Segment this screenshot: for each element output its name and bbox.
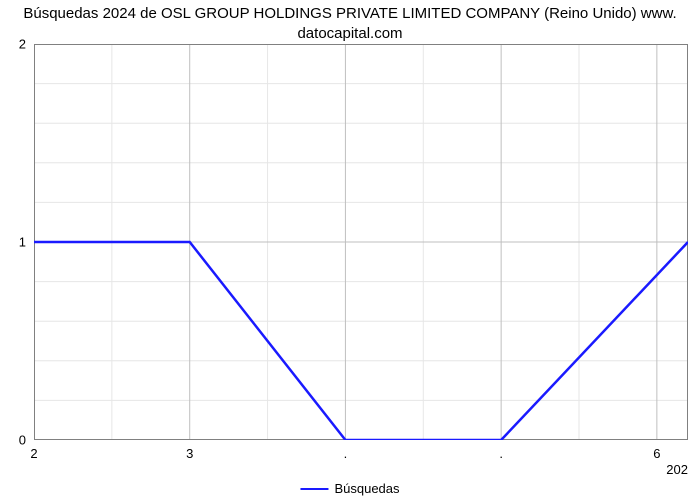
- x-axis-tick-label: .: [499, 446, 503, 461]
- chart-title: Búsquedas 2024 de OSL GROUP HOLDINGS PRI…: [0, 0, 700, 43]
- title-line-2: datocapital.com: [297, 25, 402, 42]
- y-axis-tick-label: 1: [19, 235, 26, 250]
- legend-label: Búsquedas: [334, 481, 399, 496]
- x-axis-secondary-label: 202: [666, 462, 688, 477]
- x-axis-tick-label: 2: [30, 446, 37, 461]
- y-axis-tick-label: 0: [19, 433, 26, 448]
- title-line-1: Búsquedas 2024 de OSL GROUP HOLDINGS PRI…: [23, 5, 676, 22]
- x-axis-tick-label: .: [344, 446, 348, 461]
- chart-container: Búsquedas 2024 de OSL GROUP HOLDINGS PRI…: [0, 0, 700, 500]
- legend-line-icon: [300, 488, 328, 490]
- chart-svg: [34, 44, 688, 440]
- x-axis-tick-label: 3: [186, 446, 193, 461]
- chart-plot-area: 012 23..6 202: [34, 44, 688, 440]
- chart-legend: Búsquedas: [300, 481, 399, 496]
- x-axis-tick-label: 6: [653, 446, 660, 461]
- y-axis-tick-label: 2: [19, 37, 26, 52]
